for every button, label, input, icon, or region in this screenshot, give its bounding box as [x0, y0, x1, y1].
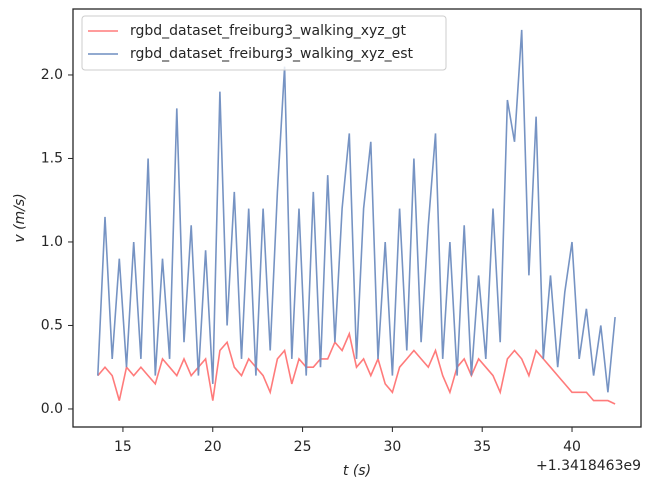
x-tick-label: 15 — [114, 439, 132, 455]
y-axis-label: v (m/s) — [12, 193, 28, 242]
y-tick-label: 2.0 — [41, 67, 63, 83]
legend-label: rgbd_dataset_freiburg3_walking_xyz_gt — [130, 23, 407, 39]
y-tick-label: 0.0 — [41, 401, 63, 417]
plot-frame — [72, 8, 642, 428]
y-tick-label: 1.5 — [41, 150, 63, 166]
x-tick-label: 30 — [383, 439, 401, 455]
x-tick-label: 25 — [294, 439, 312, 455]
y-tick-label: 0.5 — [41, 317, 63, 333]
y-tick-label: 1.0 — [41, 234, 63, 250]
x-axis-label: t (s) — [343, 463, 371, 479]
data-line — [97, 331, 616, 405]
x-tick-label: 40 — [563, 439, 581, 455]
legend-label: rgbd_dataset_freiburg3_walking_xyz_est — [130, 46, 414, 62]
legend-box — [81, 15, 447, 71]
x-tick-label: 35 — [473, 439, 491, 455]
x-tick-label: 20 — [204, 439, 222, 455]
x-offset-label: +1.3418463e9 — [536, 458, 641, 474]
data-line — [97, 29, 616, 393]
